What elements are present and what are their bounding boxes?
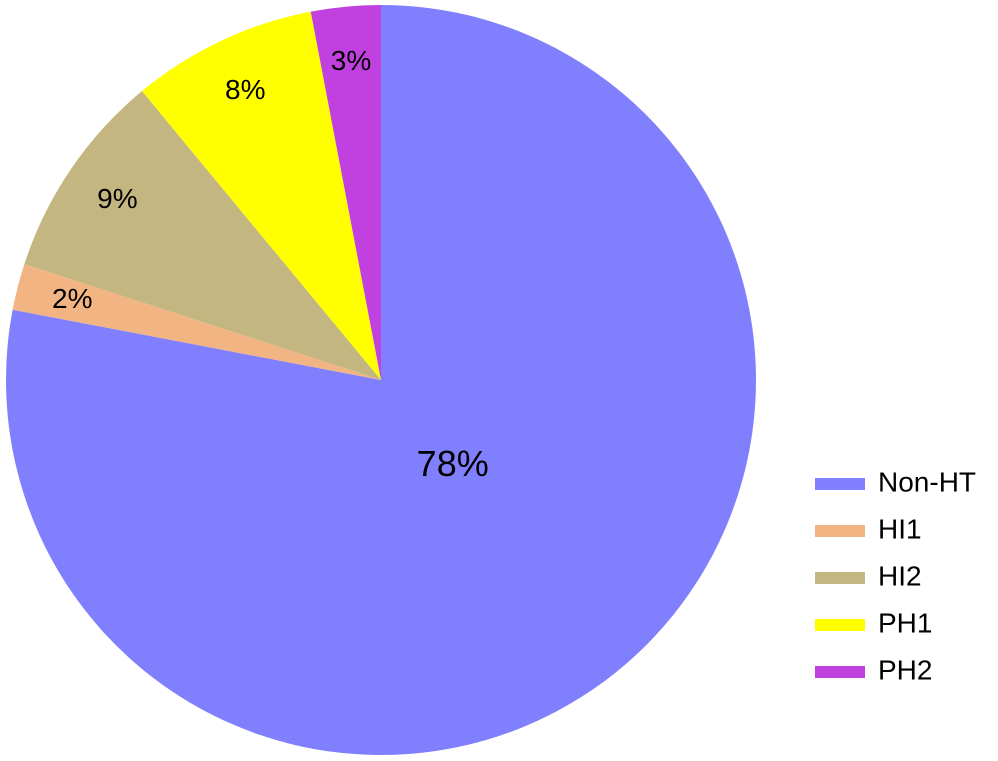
pie-slice bbox=[12, 264, 382, 380]
legend-label: Non-HT bbox=[878, 466, 976, 497]
data-label: 8% bbox=[225, 74, 265, 105]
legend-label: PH1 bbox=[878, 607, 932, 638]
legend-swatch bbox=[815, 572, 865, 584]
pie-slice bbox=[24, 91, 381, 381]
legend-swatch bbox=[815, 478, 865, 490]
legend-label: HI2 bbox=[878, 560, 922, 591]
pie-slice bbox=[141, 11, 381, 381]
legend-label: PH2 bbox=[878, 654, 932, 685]
data-label: 2% bbox=[52, 283, 92, 314]
legend-swatch bbox=[815, 525, 865, 537]
legend-swatch bbox=[815, 666, 865, 678]
data-label: 9% bbox=[97, 183, 137, 214]
pie-slice bbox=[310, 5, 381, 380]
legend-swatch bbox=[815, 619, 865, 631]
data-label: 3% bbox=[331, 45, 371, 76]
legend-label: HI1 bbox=[878, 513, 922, 544]
data-label: 78% bbox=[417, 443, 489, 484]
